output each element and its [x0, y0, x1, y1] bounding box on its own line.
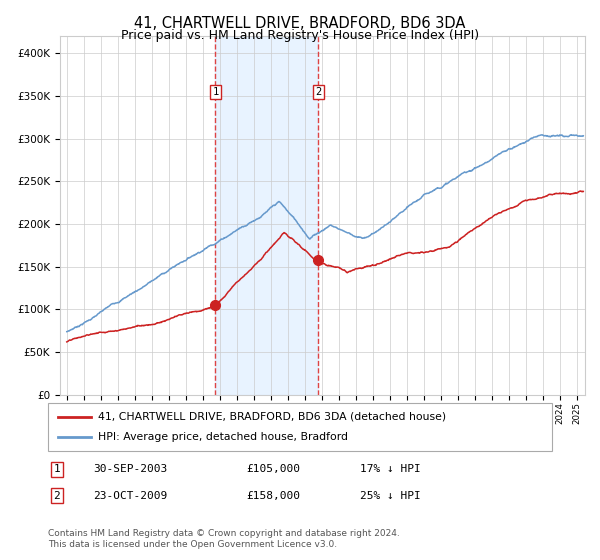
FancyBboxPatch shape: [48, 403, 552, 451]
Text: Contains HM Land Registry data © Crown copyright and database right 2024.
This d: Contains HM Land Registry data © Crown c…: [48, 529, 400, 549]
Text: 25% ↓ HPI: 25% ↓ HPI: [360, 491, 421, 501]
Text: Price paid vs. HM Land Registry's House Price Index (HPI): Price paid vs. HM Land Registry's House …: [121, 29, 479, 42]
Text: HPI: Average price, detached house, Bradford: HPI: Average price, detached house, Brad…: [98, 432, 349, 442]
Text: 41, CHARTWELL DRIVE, BRADFORD, BD6 3DA (detached house): 41, CHARTWELL DRIVE, BRADFORD, BD6 3DA (…: [98, 412, 446, 422]
Text: 2: 2: [53, 491, 61, 501]
Text: 23-OCT-2009: 23-OCT-2009: [93, 491, 167, 501]
Bar: [215, 36, 318, 395]
Text: 41, CHARTWELL DRIVE, BRADFORD, BD6 3DA: 41, CHARTWELL DRIVE, BRADFORD, BD6 3DA: [134, 16, 466, 31]
Text: £105,000: £105,000: [246, 464, 300, 474]
Text: 30-SEP-2003: 30-SEP-2003: [93, 464, 167, 474]
Text: 1: 1: [212, 87, 218, 97]
Text: 1: 1: [53, 464, 61, 474]
Text: £158,000: £158,000: [246, 491, 300, 501]
Text: 17% ↓ HPI: 17% ↓ HPI: [360, 464, 421, 474]
Text: 2: 2: [315, 87, 322, 97]
